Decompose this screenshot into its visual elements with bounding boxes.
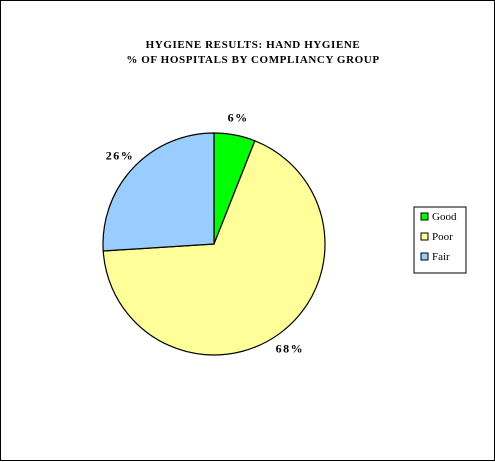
data-label-poor: 68% [276,341,305,355]
legend-label-good: Good [432,211,457,223]
data-label-fair: 26% [106,149,135,163]
pie-slices [102,132,326,356]
legend: Good Poor Fair [413,206,467,274]
legend-swatch-poor [420,232,429,241]
pie-data-labels: 6% 68% 26% [106,110,305,355]
legend-swatch-fair [420,252,429,261]
legend-items: Good Poor Fair [420,211,457,263]
chart-title: HYGIENE RESULTS: HAND HYGIENE [146,39,361,51]
pie-slice-poor [102,140,326,356]
legend-label-poor: Poor [432,231,453,243]
legend-swatch-good [420,212,429,221]
chart-subtitle: % OF HOSPITALS BY COMPLIANCY GROUP [126,54,379,66]
legend-label-fair: Fair [432,251,450,263]
pie-slice-fair [102,132,215,252]
data-label-good: 6% [228,110,249,124]
